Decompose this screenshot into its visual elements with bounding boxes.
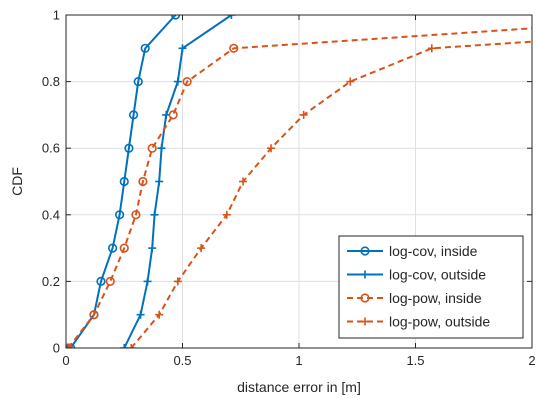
- data-point: [96, 276, 106, 287]
- tick-layer: 0 0.5 1 1.5 2 0 0.2 0.4 0.6 0.8 1: [42, 8, 536, 369]
- data-point: [114, 210, 125, 220]
- data-point: [267, 144, 276, 153]
- data-point: [173, 77, 182, 86]
- y-tick-label: 0.8: [42, 74, 60, 89]
- data-point: [133, 76, 143, 87]
- data-point: [150, 210, 159, 219]
- legend-entry: log-pow, outside: [347, 314, 490, 330]
- legend-label: log-pow, outside: [389, 314, 490, 330]
- data-point: [140, 43, 150, 53]
- data-point: [128, 110, 139, 120]
- legend-label: log-pow, inside: [389, 290, 482, 306]
- data-point: [299, 110, 308, 119]
- data-point: [168, 110, 178, 120]
- data-point: [147, 143, 157, 153]
- data-point: [119, 243, 129, 253]
- data-point: [124, 143, 134, 153]
- series-line: [67, 27, 532, 348]
- data-point: [127, 344, 136, 348]
- data-point: [178, 44, 187, 53]
- y-tick-label: 1: [53, 8, 60, 23]
- y-tick-label: 0: [53, 341, 60, 356]
- x-tick-label: 1: [295, 353, 302, 368]
- data-point: [155, 310, 164, 319]
- x-tick-label: 0: [62, 353, 69, 368]
- legend-label: log-cov, outside: [389, 267, 486, 283]
- data-point: [107, 243, 118, 253]
- data-point: [222, 210, 231, 219]
- data-point: [361, 317, 369, 326]
- data-point: [239, 177, 248, 186]
- data-point: [170, 15, 181, 20]
- data-point: [197, 244, 206, 253]
- data-point: [155, 177, 164, 186]
- x-axis-title: distance error in [m]: [237, 379, 361, 395]
- data-point: [427, 44, 436, 53]
- data-point: [119, 176, 129, 187]
- legend-label: log-cov, inside: [389, 243, 478, 259]
- series-layer: [66, 15, 532, 348]
- data-point: [105, 276, 115, 287]
- data-point: [229, 43, 239, 53]
- series-3: [66, 27, 532, 348]
- data-point: [227, 15, 236, 19]
- x-tick-label: 1.5: [406, 353, 424, 368]
- series-2: [120, 15, 236, 348]
- y-tick-label: 0.6: [42, 141, 60, 156]
- legend: log-cov, inside log-cov, outside log-pow, …: [338, 235, 524, 339]
- data-point: [360, 293, 370, 303]
- data-point: [148, 244, 157, 253]
- y-tick-label: 0.4: [42, 207, 60, 222]
- data-point: [157, 144, 166, 153]
- data-point: [361, 270, 369, 279]
- y-axis-title: CDF: [9, 167, 25, 196]
- data-point: [120, 344, 129, 348]
- data-point: [138, 176, 148, 187]
- data-point: [136, 310, 145, 319]
- data-point: [131, 210, 141, 220]
- data-point: [346, 77, 355, 86]
- series-4: [127, 40, 532, 348]
- series-line: [123, 15, 232, 348]
- data-point: [66, 343, 73, 348]
- series-line: [69, 15, 177, 348]
- y-tick-label: 0.2: [42, 274, 60, 289]
- x-tick-label: 0.5: [173, 353, 191, 368]
- legend-entry: log-pow, inside: [347, 290, 482, 306]
- data-point: [143, 277, 152, 286]
- legend-entry: log-cov, inside: [347, 243, 478, 259]
- legend-entry: log-cov, outside: [347, 267, 486, 283]
- data-point: [173, 277, 182, 286]
- x-tick-label: 2: [528, 353, 535, 368]
- data-point: [89, 310, 99, 320]
- data-point: [182, 76, 192, 87]
- data-point: [360, 246, 370, 256]
